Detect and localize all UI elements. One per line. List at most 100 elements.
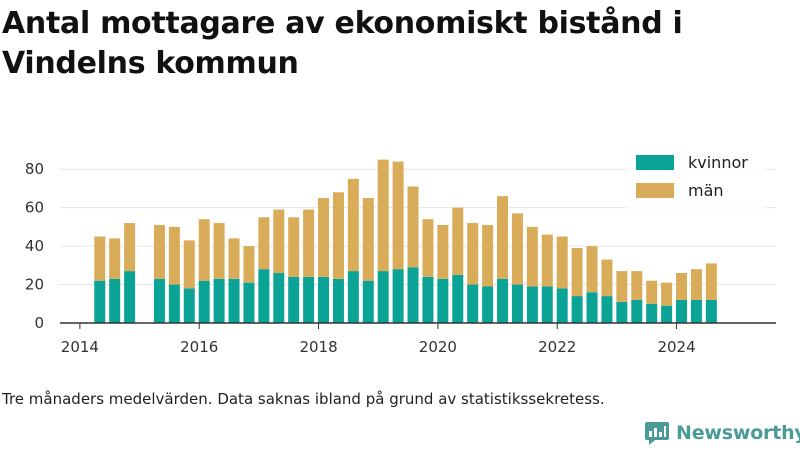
bar-man [690, 269, 702, 300]
bar-man [676, 273, 688, 300]
bar-man [467, 223, 479, 285]
legend: kvinnor män [626, 146, 766, 208]
brand[interactable]: Newsworthy [644, 418, 800, 448]
chart-title: Antal mottagare av ekonomiskt bistånd i … [2, 6, 683, 81]
bar-kvinnor [571, 296, 583, 323]
x-tick-label: 2018 [299, 338, 337, 356]
bar-man [586, 246, 598, 293]
bar-kvinnor [318, 276, 330, 323]
bar-kvinnor [168, 284, 180, 323]
bar-man [511, 213, 523, 285]
x-tick-label: 2024 [657, 338, 695, 356]
bar-kvinnor [288, 276, 300, 323]
y-tick-label: 60 [25, 199, 44, 217]
x-tick-label: 2022 [538, 338, 576, 356]
bar-kvinnor [303, 276, 315, 323]
bar-kvinnor [273, 273, 285, 323]
bar-man [213, 223, 225, 279]
bar-man [601, 259, 613, 297]
bar-kvinnor [646, 303, 658, 323]
bar-kvinnor [526, 286, 538, 323]
bar-man [332, 192, 344, 279]
bar-kvinnor [362, 280, 374, 323]
bar-man [377, 159, 389, 272]
axes: 0 20 40 60 80 2014 2016 2018 2020 2022 2024 [25, 160, 776, 356]
bar-man [526, 226, 538, 287]
bar-kvinnor [497, 278, 509, 323]
bar-man [705, 263, 717, 300]
bar-kvinnor [213, 278, 225, 323]
bar-kvinnor [556, 288, 568, 323]
bar-man [168, 226, 180, 285]
y-tick-label: 20 [25, 276, 44, 294]
bar-man [571, 248, 583, 297]
legend-label-man: män [688, 180, 724, 200]
bar-man [183, 240, 195, 289]
bar-man [94, 236, 106, 281]
y-tick-label: 40 [25, 237, 44, 255]
bar-man [437, 224, 449, 279]
bar-kvinnor [94, 280, 106, 323]
legend-swatch-man [636, 182, 674, 198]
bar-kvinnor [422, 276, 434, 323]
legend-label-kvinnor: kvinnor [688, 152, 748, 172]
bar-man [109, 238, 121, 279]
bar-kvinnor [198, 280, 210, 323]
bar-man [661, 282, 673, 306]
bar-man [631, 271, 643, 300]
legend-item-kvinnor: kvinnor [636, 152, 748, 172]
bar-kvinnor [482, 286, 494, 323]
bars [94, 159, 717, 323]
bar-man [303, 209, 315, 277]
bar-man [646, 280, 658, 304]
bar-kvinnor [347, 271, 359, 323]
bar-man [153, 224, 165, 279]
bar-kvinnor [661, 305, 673, 323]
bar-kvinnor [601, 296, 613, 323]
legend-swatch-kvinnor [636, 154, 674, 170]
bar-kvinnor [511, 284, 523, 323]
bar-kvinnor [631, 299, 643, 323]
bar-kvinnor [452, 274, 464, 323]
newsworthy-logo-icon [645, 422, 669, 445]
bar-man [407, 186, 419, 268]
bar-kvinnor [183, 288, 195, 323]
y-tick-label: 0 [34, 314, 44, 332]
bar-man [228, 238, 240, 279]
bar-kvinnor [690, 299, 702, 323]
bar-kvinnor [705, 299, 717, 323]
bar-kvinnor [392, 269, 404, 323]
bar-man [198, 219, 210, 281]
bar-man [392, 161, 404, 270]
bar-man [124, 223, 136, 272]
bar-kvinnor [124, 271, 136, 323]
bar-man [362, 198, 374, 281]
bar-kvinnor [541, 286, 553, 323]
bar-man [288, 217, 300, 277]
bar-kvinnor [258, 269, 270, 323]
bar-man [422, 219, 434, 277]
bar-man [482, 224, 494, 287]
bar-man [273, 209, 285, 274]
bar-kvinnor [467, 284, 479, 323]
bar-man [243, 246, 255, 283]
legend-item-man: män [636, 180, 724, 200]
bar-kvinnor [407, 267, 419, 323]
bar-man [616, 271, 628, 302]
footnote: Tre månaders medelvärden. Data saknas ib… [2, 390, 605, 408]
bar-kvinnor [616, 301, 628, 323]
bar-kvinnor [437, 278, 449, 323]
bar-kvinnor [377, 271, 389, 323]
bar-kvinnor [153, 278, 165, 323]
bar-man [556, 236, 568, 289]
x-tick-label: 2020 [419, 338, 457, 356]
bar-kvinnor [586, 292, 598, 323]
bar-kvinnor [676, 299, 688, 323]
y-tick-label: 80 [25, 160, 44, 178]
x-tick-label: 2014 [61, 338, 99, 356]
brand-name: Newsworthy [676, 422, 800, 444]
bar-man [452, 207, 464, 275]
bar-kvinnor [243, 282, 255, 323]
bar-man [541, 234, 553, 287]
bar-man [347, 178, 359, 272]
